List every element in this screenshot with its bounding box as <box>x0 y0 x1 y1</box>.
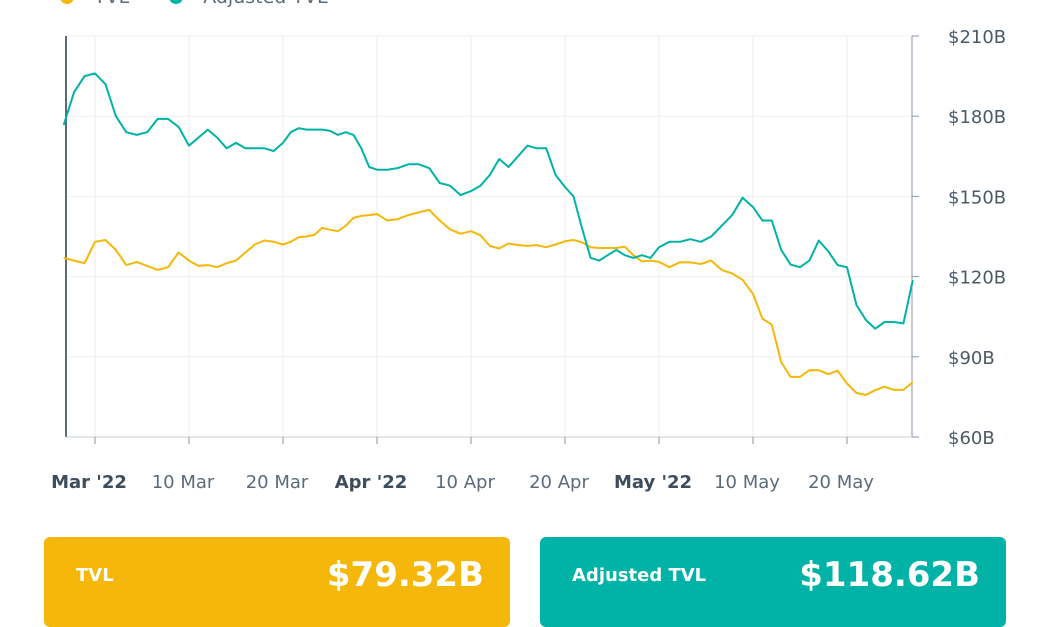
y-tick-label: $150B <box>948 187 1006 208</box>
legend-label: Adjusted TVL <box>203 0 327 8</box>
card-label: TVL <box>76 564 114 586</box>
series-lines <box>62 72 914 396</box>
y-tick-label: $60B <box>948 428 995 449</box>
x-tick-label: May '22 <box>614 472 692 493</box>
tvl-line-chart: $60B $90B $120B $150B $180B $210B Mar '22 10 M… <box>51 27 1006 493</box>
x-tick-label: 20 May <box>808 472 874 493</box>
x-tick-label: 20 Mar <box>246 472 309 493</box>
x-tick-label: 10 Mar <box>152 472 215 493</box>
x-tick-label: Mar '22 <box>51 472 127 493</box>
tvl-dot-icon <box>60 0 74 4</box>
y-tick-label: $180B <box>948 107 1006 128</box>
series-line-adjusted-tvl <box>62 72 914 330</box>
y-tick-label: $210B <box>948 27 1006 48</box>
card-label: Adjusted TVL <box>572 564 707 586</box>
chart-legend: TVL Adjusted TVL <box>60 0 328 8</box>
adjusted-tvl-summary-card: Adjusted TVL $118.62B <box>540 537 1006 627</box>
legend-label: TVL <box>94 0 129 8</box>
x-tick-label: 20 Apr <box>529 472 589 493</box>
y-tick-label: $120B <box>948 268 1006 289</box>
legend-item-tvl[interactable]: TVL <box>60 0 129 8</box>
y-axis: $60B $90B $120B $150B $180B $210B <box>911 27 1006 449</box>
x-tick-label: 10 Apr <box>435 472 495 493</box>
legend-item-adjusted-tvl[interactable]: Adjusted TVL <box>169 0 328 8</box>
card-value: $79.32B <box>326 555 484 595</box>
series-line-tvl <box>63 208 914 396</box>
x-tick-label: Apr '22 <box>335 472 408 493</box>
tvl-summary-card: TVL $79.32B <box>44 537 510 627</box>
grid-lines <box>66 35 912 438</box>
y-tick-label: $90B <box>948 348 995 369</box>
card-value: $118.62B <box>799 555 980 595</box>
adjusted-tvl-dot-icon <box>169 0 184 4</box>
x-axis: Mar '22 10 Mar 20 Mar Apr '22 10 Apr 20 Apr Ma… <box>51 36 912 493</box>
x-tick-label: 10 May <box>714 472 780 493</box>
